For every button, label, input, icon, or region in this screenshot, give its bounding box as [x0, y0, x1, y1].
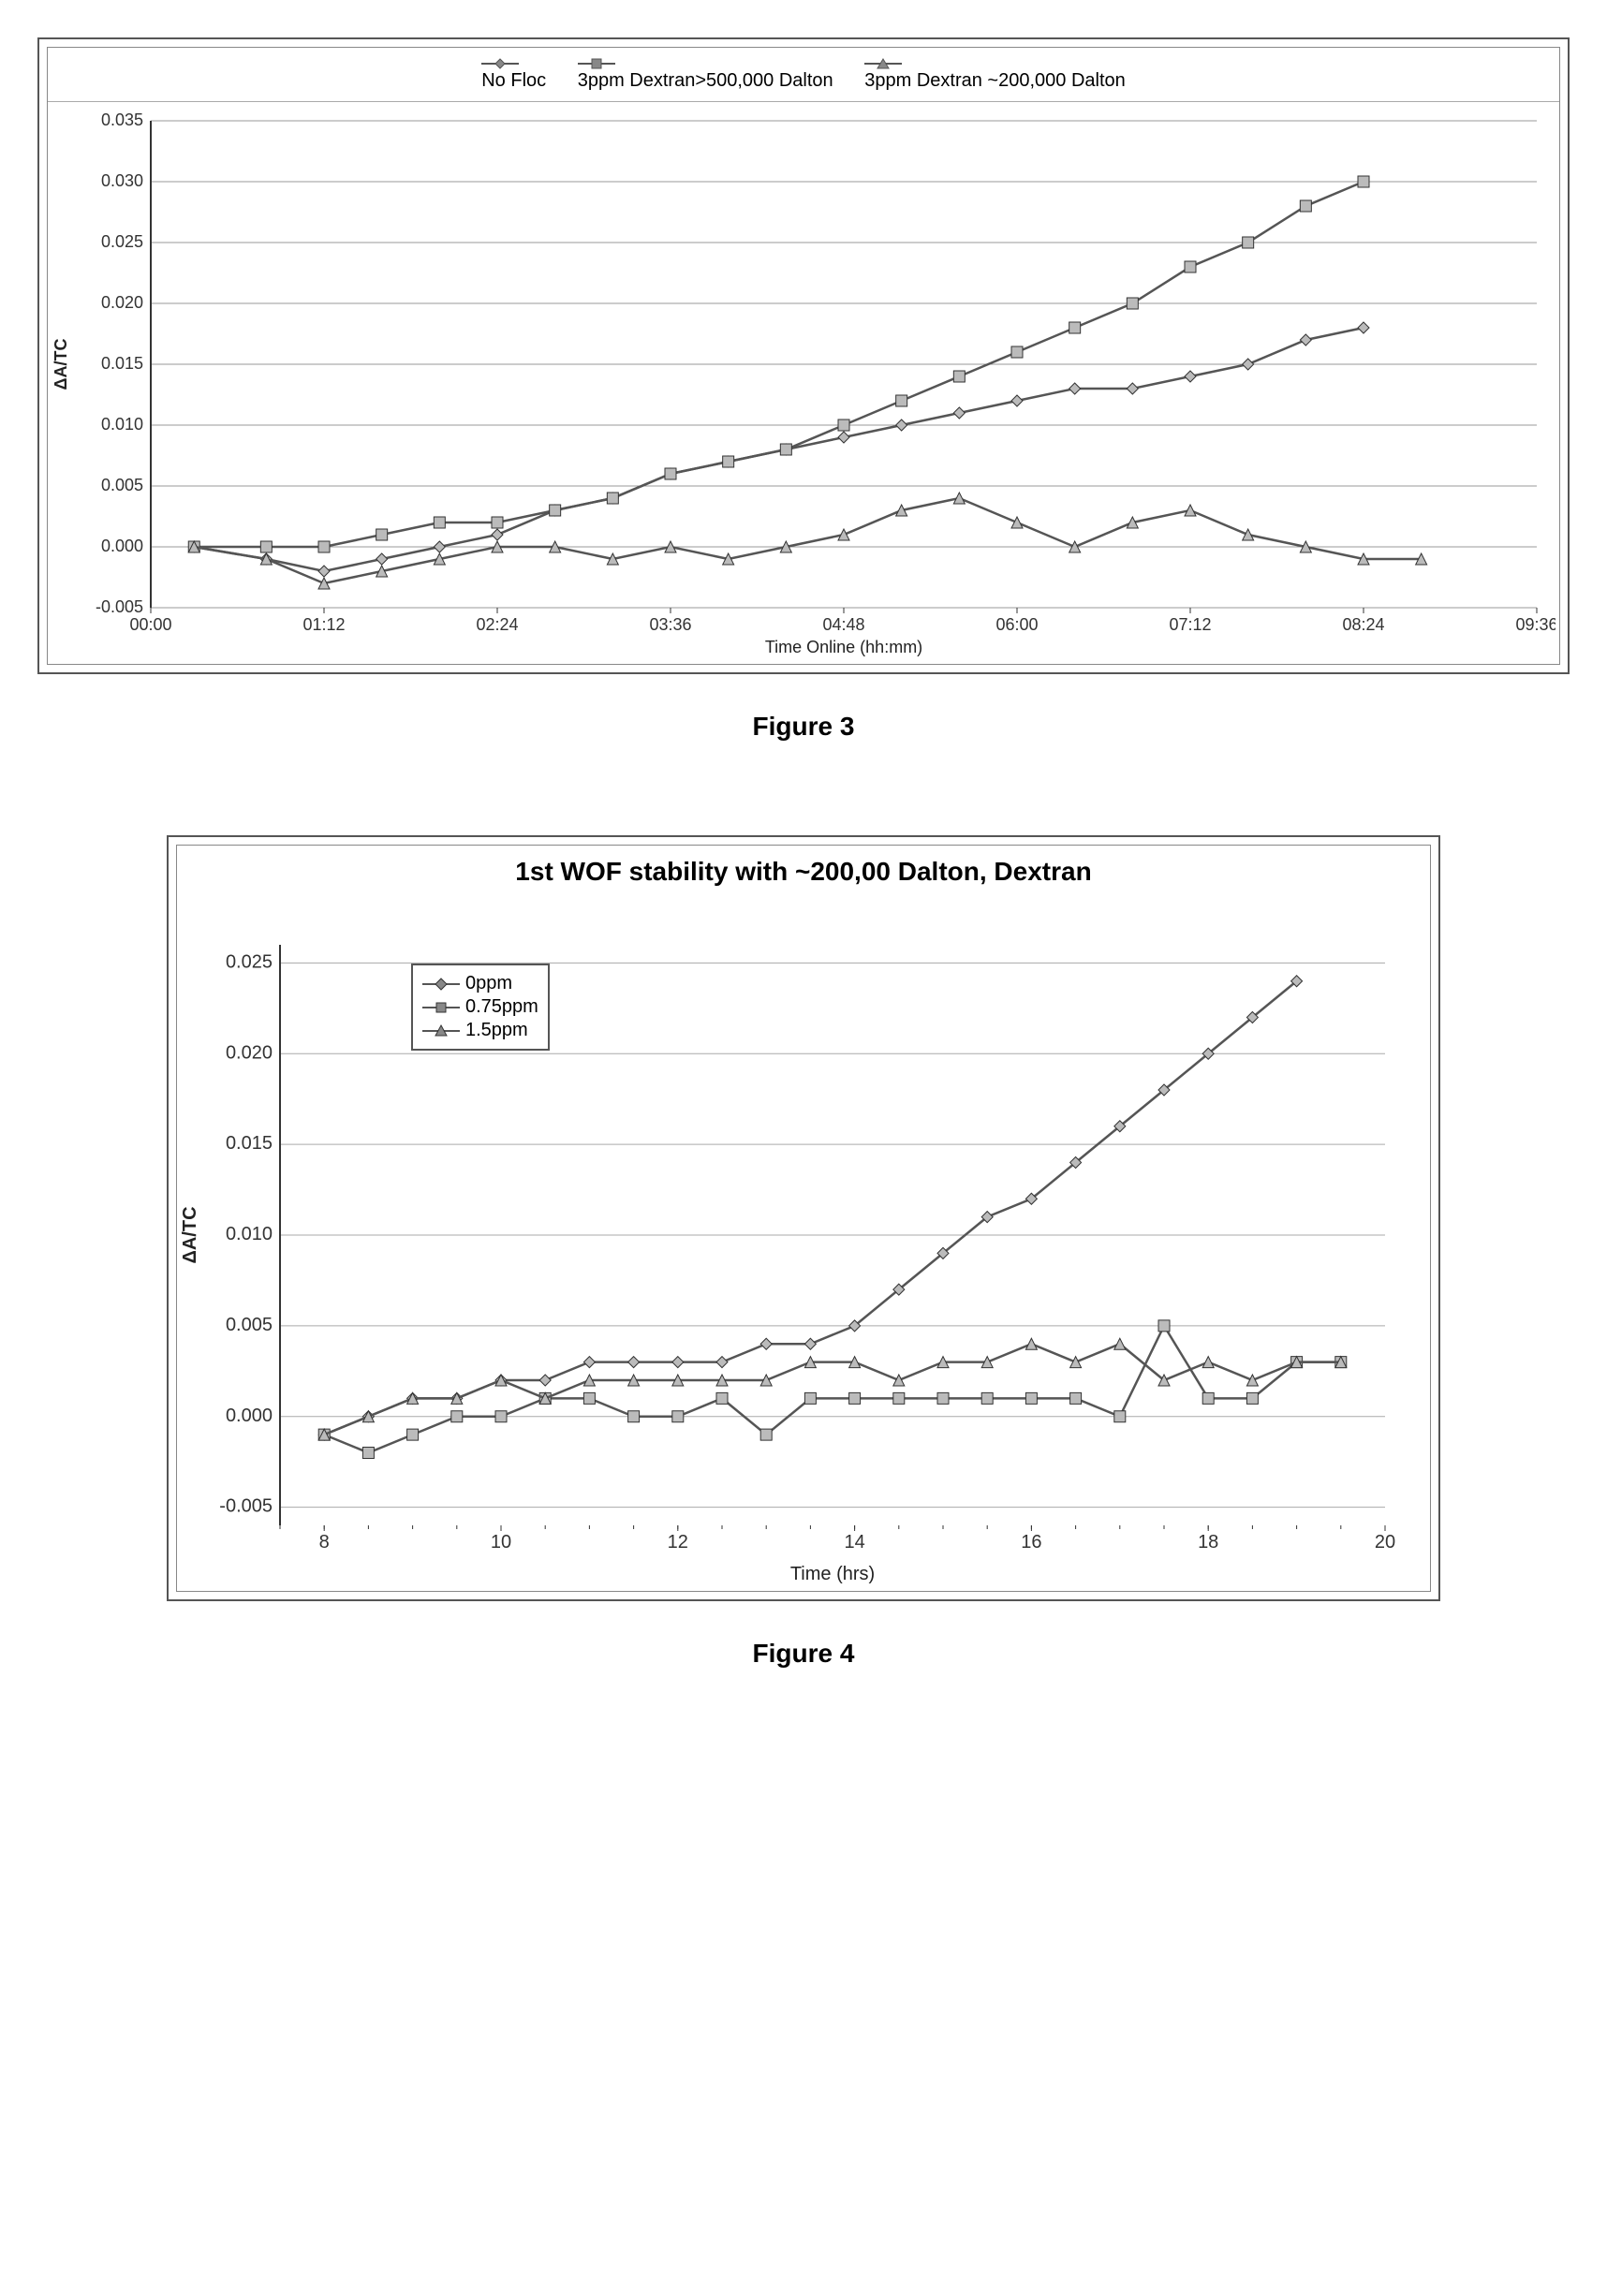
svg-text:Time Online (hh:mm): Time Online (hh:mm) — [765, 638, 922, 656]
svg-text:ΔA/TC: ΔA/TC — [52, 339, 70, 390]
svg-text:12: 12 — [668, 1532, 688, 1553]
svg-text:20: 20 — [1375, 1532, 1395, 1553]
legend-label: 3ppm Dextran ~200,000 Dalton — [864, 70, 1126, 91]
figure3-caption: Figure 3 — [37, 712, 1570, 742]
svg-text:0.020: 0.020 — [226, 1042, 273, 1063]
legend-label: 0ppm — [465, 973, 512, 994]
svg-text:14: 14 — [844, 1532, 864, 1553]
legend-label: 3ppm Dextran>500,000 Dalton — [578, 70, 833, 91]
svg-text:0.030: 0.030 — [101, 171, 143, 190]
svg-text:8: 8 — [319, 1532, 330, 1553]
figure3-chart: No Floc 3ppm Dextran>500,000 Dalton 3ppm… — [47, 47, 1560, 665]
legend-item-dex500: 3ppm Dextran>500,000 Dalton — [578, 57, 833, 92]
figure3-plot-area: -0.005 0.000 0.005 0.010 0.015 0.020 0.025 0.03… — [48, 102, 1559, 664]
svg-text:03:36: 03:36 — [649, 615, 691, 634]
svg-text:18: 18 — [1198, 1532, 1218, 1553]
figure4-caption: Figure 4 — [37, 1639, 1570, 1669]
figure4-plot-area: -0.005 0.000 0.005 0.010 0.015 0.020 0.025 8 10 1… — [177, 898, 1430, 1591]
legend-label: 0.75ppm — [465, 996, 538, 1018]
svg-text:ΔA/TC: ΔA/TC — [180, 1206, 200, 1263]
svg-text:-0.005: -0.005 — [219, 1496, 273, 1517]
svg-text:01:12: 01:12 — [302, 615, 345, 634]
legend-item: 1.5ppm — [422, 1020, 538, 1041]
figure4-title: 1st WOF stability with ~200,00 Dalton, D… — [177, 846, 1430, 898]
legend-item: 0.75ppm — [422, 996, 538, 1018]
svg-text:0.010: 0.010 — [101, 415, 143, 434]
svg-text:0.025: 0.025 — [101, 232, 143, 251]
svg-text:0.015: 0.015 — [101, 354, 143, 373]
svg-text:16: 16 — [1021, 1532, 1041, 1553]
figure3-legend: No Floc 3ppm Dextran>500,000 Dalton 3ppm… — [48, 48, 1559, 102]
svg-text:0.010: 0.010 — [226, 1224, 273, 1244]
legend-item-dex200: 3ppm Dextran ~200,000 Dalton — [864, 57, 1126, 92]
svg-text:0.000: 0.000 — [101, 537, 143, 555]
legend-item-nofloc: No Floc — [481, 57, 546, 92]
svg-text:04:48: 04:48 — [822, 615, 864, 634]
figure4-container: 1st WOF stability with ~200,00 Dalton, D… — [167, 835, 1440, 1601]
svg-text:0.025: 0.025 — [226, 951, 273, 972]
svg-text:0.020: 0.020 — [101, 293, 143, 312]
svg-text:02:24: 02:24 — [476, 615, 518, 634]
svg-text:08:24: 08:24 — [1342, 615, 1384, 634]
svg-text:07:12: 07:12 — [1169, 615, 1211, 634]
svg-text:0.035: 0.035 — [101, 110, 143, 129]
figure3-container: No Floc 3ppm Dextran>500,000 Dalton 3ppm… — [37, 37, 1570, 674]
svg-text:10: 10 — [491, 1532, 511, 1553]
legend-label: No Floc — [481, 70, 546, 91]
legend-item: 0ppm — [422, 973, 538, 994]
svg-text:-0.005: -0.005 — [96, 597, 143, 616]
svg-text:0.000: 0.000 — [226, 1406, 273, 1426]
svg-text:0.015: 0.015 — [226, 1133, 273, 1154]
svg-text:0.005: 0.005 — [101, 476, 143, 494]
svg-text:06:00: 06:00 — [995, 615, 1038, 634]
legend-label: 1.5ppm — [465, 1020, 528, 1041]
svg-text:Time (hrs): Time (hrs) — [790, 1564, 875, 1584]
figure4-legend: 0ppm 0.75ppm 1.5ppm — [411, 964, 550, 1051]
svg-text:09:36: 09:36 — [1515, 615, 1555, 634]
figure4-chart: 1st WOF stability with ~200,00 Dalton, D… — [176, 845, 1431, 1592]
svg-text:0.005: 0.005 — [226, 1315, 273, 1335]
svg-text:00:00: 00:00 — [129, 615, 171, 634]
